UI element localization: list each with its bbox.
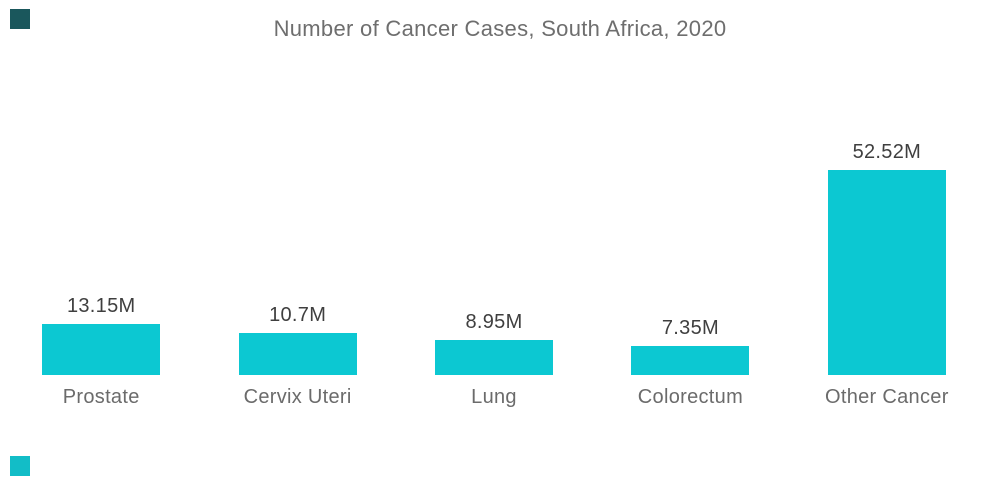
bar-column: 52.52M bbox=[789, 0, 985, 375]
bar-chart-plot-area: 13.15M 10.7M 8.95M 7.35M 52.52M bbox=[3, 0, 985, 375]
bar-column: 13.15M bbox=[3, 0, 199, 375]
bar-value-label: 7.35M bbox=[661, 317, 719, 339]
bar bbox=[238, 333, 357, 375]
category-label: Lung bbox=[471, 386, 517, 408]
bar bbox=[827, 170, 946, 375]
category-label: Cervix Uteri bbox=[243, 386, 352, 408]
bar bbox=[42, 324, 161, 375]
chart-title: Number of Cancer Cases, South Africa, 20… bbox=[273, 16, 727, 41]
category-label: Colorectum bbox=[637, 386, 744, 408]
category-label: Other Cancer bbox=[825, 386, 949, 408]
category-label: Prostate bbox=[62, 386, 140, 408]
category-axis: Prostate Cervix Uteri Lung Colorectum Other … bbox=[3, 386, 985, 409]
bar-value-label: 8.95M bbox=[465, 311, 523, 333]
brand-mark-bottom-left-icon bbox=[10, 456, 30, 476]
bar-column: 8.95M bbox=[396, 0, 592, 375]
bar bbox=[631, 346, 750, 375]
bar-value-label: 52.52M bbox=[852, 141, 922, 163]
bar-value-label: 10.7M bbox=[269, 304, 327, 326]
bar-column: 7.35M bbox=[592, 0, 788, 375]
bar bbox=[435, 340, 554, 375]
bar-value-label: 13.15M bbox=[66, 295, 136, 317]
bar-column: 10.7M bbox=[199, 0, 395, 375]
brand-mark-top-left-icon bbox=[10, 9, 30, 29]
